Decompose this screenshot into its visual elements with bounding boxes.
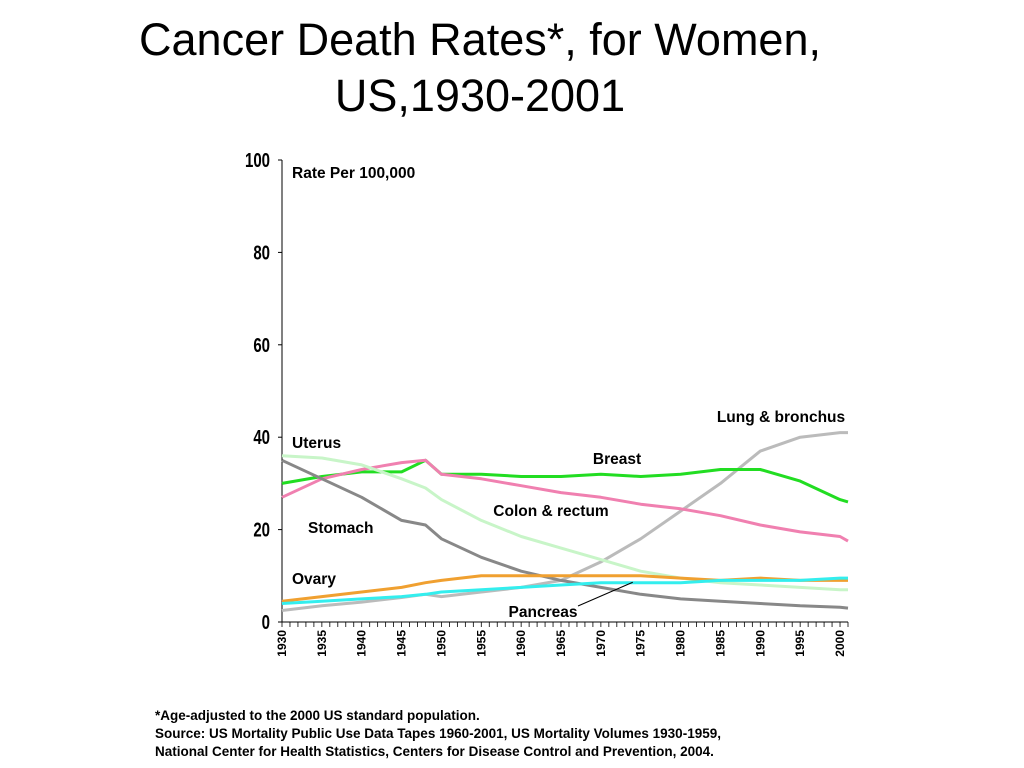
series-label-pancreas: Pancreas xyxy=(509,604,578,621)
series-line-ovary xyxy=(281,574,848,603)
series-label-breast: Breast xyxy=(593,451,641,468)
y-axis-label: Rate Per 100,000 xyxy=(292,165,415,182)
x-tick-label: 1950 xyxy=(434,630,448,657)
series-label-colon-rectum: Colon & rectum xyxy=(493,503,608,520)
x-tick-label: 1965 xyxy=(554,630,568,657)
x-tick-label: 1930 xyxy=(275,630,289,657)
pancreas-label-leader xyxy=(577,581,633,607)
series-line-pancreas xyxy=(281,576,848,605)
line-chart: 0 20 40 60 80 100 1930 1935 1940 1945 1950 1955 1960… xyxy=(245,149,849,657)
x-tick-label: 1940 xyxy=(355,630,369,657)
y-tick-label: 100 xyxy=(245,149,270,172)
y-tick-label: 20 xyxy=(253,518,270,541)
y-tick-label: 80 xyxy=(253,241,270,264)
series-line-breast xyxy=(281,458,849,504)
footnote: *Age-adjusted to the 2000 US standard po… xyxy=(155,707,721,761)
x-tick-label: 1970 xyxy=(594,630,608,657)
chart-title: Cancer Death Rates*, for Women, US,1930-… xyxy=(0,12,960,124)
x-tick-label: 1990 xyxy=(753,630,767,657)
series-line-uterus xyxy=(281,454,848,592)
series-label-stomach: Stomach xyxy=(308,520,373,537)
y-tick-label: 40 xyxy=(253,426,270,449)
series-line-stomach xyxy=(281,458,849,610)
chart-series-labels: Lung & bronchus Breast Colon & rectum Uteru… xyxy=(292,409,845,621)
x-tick-label: 2000 xyxy=(833,630,847,657)
y-tick-label: 60 xyxy=(253,334,270,357)
chart-series-lines xyxy=(281,431,849,612)
y-tick-label: 0 xyxy=(262,611,270,634)
x-tick-label: 1935 xyxy=(315,630,329,657)
x-tick-label: 1955 xyxy=(474,630,488,657)
series-label-lung-bronchus: Lung & bronchus xyxy=(717,409,845,426)
footnote-source: Source: US Mortality Public Use Data Tap… xyxy=(155,726,721,741)
x-tick-label: 1960 xyxy=(514,630,528,657)
series-label-uterus: Uterus xyxy=(292,435,341,452)
footnote-age-adjusted: *Age-adjusted to the 2000 US standard po… xyxy=(155,708,480,723)
footnote-agency: National Center for Health Statistics, C… xyxy=(155,744,714,759)
chart-title-line2: US,1930-2001 xyxy=(334,70,626,121)
x-tick-label: 1945 xyxy=(395,630,409,657)
x-tick-label: 1980 xyxy=(674,630,688,657)
x-tick-label: 1995 xyxy=(793,630,807,657)
series-line-colon-rectum xyxy=(281,458,849,543)
x-tick-label: 1985 xyxy=(713,630,727,657)
series-label-ovary: Ovary xyxy=(292,571,336,588)
chart-title-line1: Cancer Death Rates*, for Women, xyxy=(139,14,821,65)
chart-axes: 0 20 40 60 80 100 1930 1935 1940 1945 1950 1955 1960… xyxy=(245,149,849,657)
x-tick-label: 1975 xyxy=(634,630,648,657)
